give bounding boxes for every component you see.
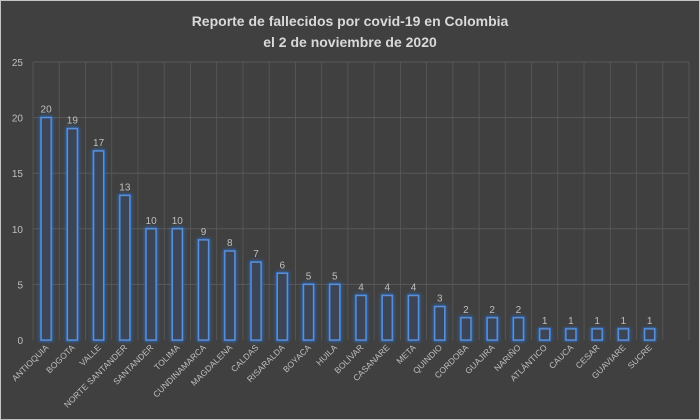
bar: 1 xyxy=(564,316,578,342)
bar: 10 xyxy=(144,216,158,342)
bar: 7 xyxy=(249,249,263,342)
bar: 4 xyxy=(407,283,420,342)
data-label: 5 xyxy=(306,271,312,282)
bar: 6 xyxy=(276,260,289,342)
data-label: 1 xyxy=(542,316,548,327)
data-label: 13 xyxy=(119,182,131,193)
bar: 20 xyxy=(39,105,53,342)
x-tick-label: BOYACA xyxy=(281,342,313,374)
x-tick-label: HUILA xyxy=(314,342,339,367)
data-label: 19 xyxy=(67,116,79,127)
data-label: 9 xyxy=(201,227,207,238)
bar-series: 20 19 17 13 10 10 9 8 7 6 5 5 4 4 4 3 2 2 2 1 1 1 1 1 xyxy=(39,105,656,342)
bar: 1 xyxy=(590,316,604,342)
bar: 1 xyxy=(617,316,630,342)
data-label: 3 xyxy=(437,294,443,305)
bar: 13 xyxy=(118,182,132,342)
data-label: 17 xyxy=(93,138,105,149)
bar: 1 xyxy=(643,316,656,342)
data-label: 4 xyxy=(358,283,364,294)
bar: 10 xyxy=(171,216,184,342)
y-tick-label: 15 xyxy=(12,169,24,180)
bar: 4 xyxy=(380,283,394,342)
bar: 2 xyxy=(459,305,473,342)
y-tick-label: 25 xyxy=(12,58,24,69)
bar: 3 xyxy=(433,294,446,342)
data-label: 10 xyxy=(146,216,158,227)
x-tick-label: SUCRE xyxy=(626,342,655,371)
bar: 5 xyxy=(302,271,315,342)
bar: 8 xyxy=(223,238,237,342)
y-tick-label: 10 xyxy=(12,225,24,236)
bar: 4 xyxy=(354,283,368,342)
data-label: 2 xyxy=(516,305,522,316)
data-label: 1 xyxy=(647,316,653,327)
data-label: 1 xyxy=(621,316,627,327)
data-label: 5 xyxy=(332,271,338,282)
x-tick-label: META xyxy=(394,342,418,366)
bar: 1 xyxy=(538,316,551,342)
data-label: 8 xyxy=(227,238,233,249)
data-label: 4 xyxy=(384,283,390,294)
bar: 5 xyxy=(328,271,342,342)
y-tick-label: 20 xyxy=(12,114,24,125)
bar: 19 xyxy=(66,116,79,342)
y-tick-label: 5 xyxy=(17,280,23,291)
data-label: 1 xyxy=(594,316,600,327)
data-label: 4 xyxy=(411,283,417,294)
x-tick-label: ANTIOQUIA xyxy=(10,342,51,383)
chart-title-block: Reporte de fallecidos por covid-19 en Co… xyxy=(1,11,699,53)
gridlines xyxy=(32,61,690,340)
data-label: 2 xyxy=(463,305,469,316)
x-tick-label: BOGOTA xyxy=(44,342,77,375)
chart-title: Reporte de fallecidos por covid-19 en Co… xyxy=(191,13,509,29)
data-label: 20 xyxy=(41,105,53,116)
bar: 9 xyxy=(197,227,210,342)
data-label: 6 xyxy=(279,260,285,271)
bar: 2 xyxy=(485,305,499,342)
y-axis: 0 5 10 15 20 25 xyxy=(12,58,24,347)
y-tick-label: 0 xyxy=(17,336,23,347)
x-tick-label: CAUCA xyxy=(547,342,576,371)
chart-subtitle: el 2 de noviembre de 2020 xyxy=(263,34,437,50)
data-label: 10 xyxy=(172,216,184,227)
bar: 2 xyxy=(512,305,525,342)
data-label: 2 xyxy=(489,305,495,316)
data-label: 7 xyxy=(253,249,259,260)
data-label: 1 xyxy=(568,316,574,327)
bar: 17 xyxy=(92,138,105,342)
